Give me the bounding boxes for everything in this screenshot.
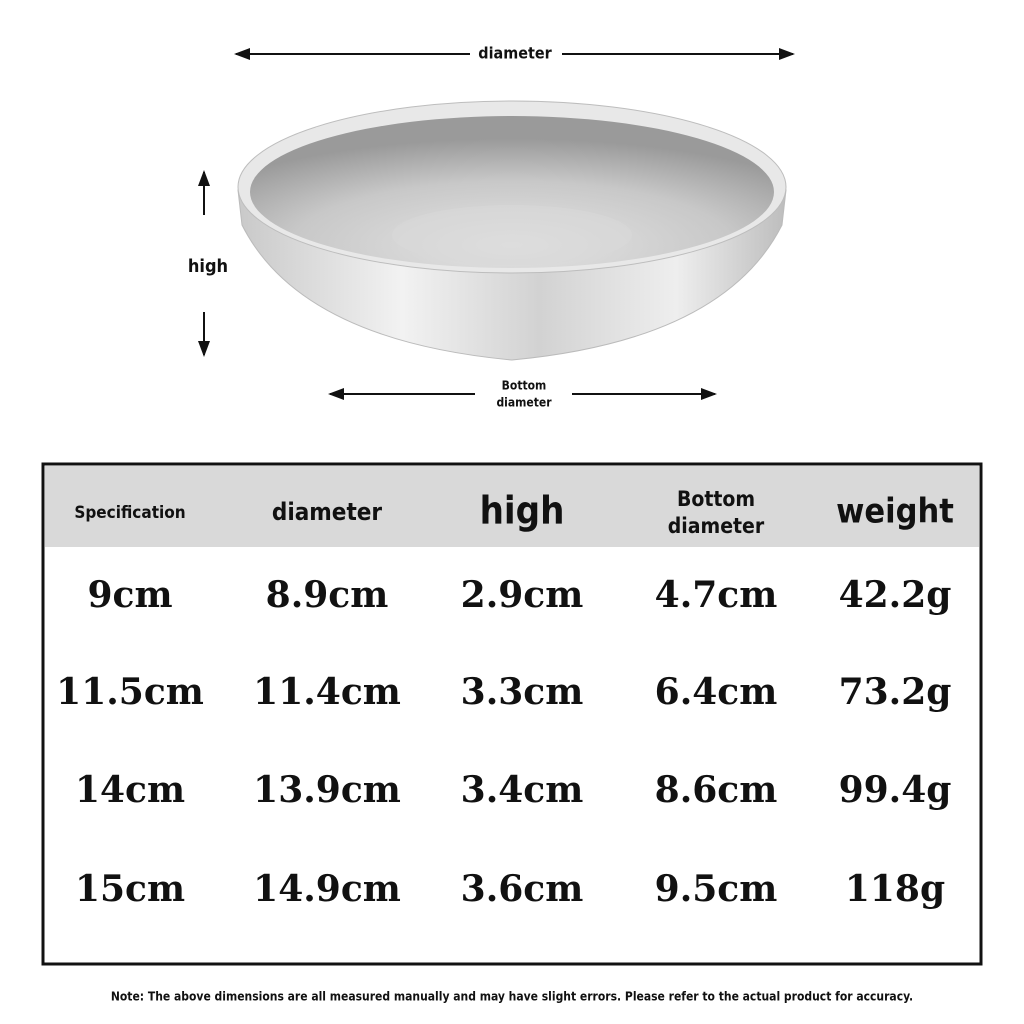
bowl-image <box>237 100 787 361</box>
table-cell: 73.2g <box>839 671 952 713</box>
header-cell: weight <box>836 492 954 532</box>
table-cell: 6.4cm <box>655 671 778 713</box>
header-cell: high <box>480 489 565 533</box>
table-cell: 8.6cm <box>655 769 778 811</box>
table-cell: 99.4g <box>839 769 952 811</box>
high-label: high <box>188 256 228 277</box>
table-cell: 11.5cm <box>56 671 204 713</box>
table-cell: 3.4cm <box>461 769 584 811</box>
table-cell: 8.9cm <box>266 574 389 616</box>
table-cell: 15cm <box>75 868 185 910</box>
table-cell: 14.9cm <box>253 868 401 910</box>
table-cell: 2.9cm <box>461 574 584 616</box>
table-cell: 3.6cm <box>461 868 584 910</box>
header-cell: diameter <box>272 498 383 526</box>
table-cell: 3.3cm <box>461 671 584 713</box>
table-cell: 11.4cm <box>253 671 401 713</box>
table-cell: 9.5cm <box>655 868 778 910</box>
table-frame <box>41 462 983 966</box>
table: Specification diameter high Bottom diameter w… <box>56 487 954 910</box>
header-cell: Bottom <box>677 487 755 511</box>
table-cell: 4.7cm <box>655 574 778 616</box>
table-cell: 13.9cm <box>253 769 401 811</box>
table-cell: 118g <box>845 868 945 910</box>
table-cell: 9cm <box>87 574 172 616</box>
table-cell: 42.2g <box>839 574 952 616</box>
note: Note: The above dimensions are all measu… <box>111 990 913 1004</box>
header-cell: Specification <box>74 503 185 523</box>
dimension-arrows <box>198 48 795 400</box>
table-cell: 14cm <box>75 769 185 811</box>
diameter-label: diameter <box>478 44 552 63</box>
bottom-label: diameter <box>496 396 552 410</box>
header-cell: diameter <box>668 514 765 538</box>
table-header-bg <box>45 466 979 547</box>
bottom-label: Bottom <box>502 379 547 393</box>
